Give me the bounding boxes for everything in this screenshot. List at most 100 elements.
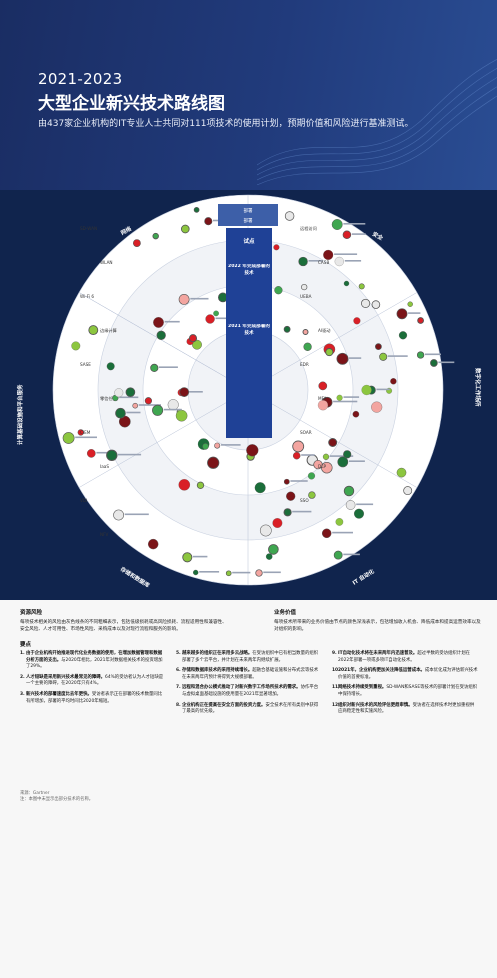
technology-node — [345, 500, 356, 510]
technology-node — [318, 381, 328, 391]
technology-node — [337, 456, 349, 468]
node-label-placeholder — [96, 451, 112, 454]
legend: 资源风险 每项技术相关的风险由灰色线条的不同粗细表示，包括低级损耗或高风险损耗、… — [20, 608, 481, 648]
node-label-placeholder — [343, 396, 360, 398]
technology-node — [77, 429, 84, 436]
technology-node — [214, 442, 221, 449]
technology-node — [193, 569, 199, 576]
technology-node — [325, 348, 334, 357]
technology-label: Wi-Fi 6 — [80, 294, 94, 299]
node-label-placeholder — [75, 436, 97, 439]
node-label-placeholder — [119, 396, 139, 399]
wave-pattern-icon — [257, 58, 497, 185]
key-point-text: 组织对新兴技术的风险评估更趋审慎。受访者在选择技术时更加重视供应商稳定性和实施风… — [338, 702, 475, 715]
node-label-placeholder — [199, 571, 220, 573]
node-label-placeholder — [164, 320, 180, 323]
pilot-label: 试点 — [243, 237, 255, 245]
node-label-placeholder — [301, 454, 315, 456]
technology-node — [147, 538, 159, 550]
node-label-placeholder — [290, 480, 308, 482]
node-label-placeholder — [351, 233, 366, 235]
technology-node — [125, 387, 136, 398]
technology-node — [225, 570, 232, 577]
technology-node — [292, 451, 301, 460]
technology-node — [375, 343, 382, 350]
technology-node — [213, 310, 219, 317]
sector-compute: 计算基础设施和平台服务 — [16, 384, 24, 445]
key-point-number: 9. — [332, 651, 337, 656]
source-note: 来源：Gartner 注：本图中未显示出部分技术的名称。 — [20, 791, 93, 803]
node-label-placeholder — [215, 317, 229, 320]
technology-label: NFV — [100, 532, 109, 537]
technology-node — [302, 329, 309, 335]
points-column-2: 5. 越来越多的组织正在采用多云战略。在受访组织中已有相当数量的组织部署了多个云平… — [176, 651, 322, 720]
technology-node — [292, 440, 305, 453]
sector-itauto: IT 自动化 — [351, 567, 376, 587]
year-range: 2021-2023 — [38, 70, 123, 88]
key-point-number: 7. — [176, 685, 181, 691]
technology-label: SASE — [80, 362, 91, 367]
technology-node — [144, 397, 153, 405]
node-label-placeholder — [232, 571, 251, 574]
key-point-number: 3. — [20, 691, 25, 697]
key-point-text: 新兴技术的部署速度比去年更快。受访者表示正在部署的技术数量同比有所增加，部署的平… — [26, 691, 163, 704]
center-tab — [218, 204, 278, 226]
technology-node — [407, 301, 413, 307]
key-point: 2. 人才短缺是采用新兴技术最常见的障碍。64%的受访者认为人才短缺是一个主要的障… — [20, 675, 166, 688]
key-point-text: 越来越多的组织正在采用多云战略。在受访组织中已有相当数量的组织部署了多个云平台，… — [182, 651, 319, 663]
key-point-text: 由于企业机构开始推进现代化业务数据的使用，在增加数据管理和数据分析方面的支出。与… — [26, 651, 163, 670]
technology-node — [205, 314, 215, 324]
key-point: 7. 远程和混合办公模式推动了对新兴数字工作场所技术的需求。协作平台与虚拟桌面基础… — [176, 685, 322, 698]
technology-node — [353, 317, 361, 325]
technology-node — [114, 388, 124, 398]
technology-label: SOAR — [300, 430, 312, 435]
key-point-text: 网络技术持续受到重视。SD-WAN和SASE等技术的部署计划在受访组织中保持增长… — [338, 685, 478, 697]
technology-node — [152, 232, 159, 240]
node-label-placeholder — [348, 460, 365, 462]
technology-node — [246, 444, 259, 457]
technology-node — [152, 404, 164, 416]
technology-node — [307, 472, 316, 480]
key-point-number: 10. — [332, 668, 340, 674]
technology-node — [268, 544, 279, 555]
legend-risk-text: 每项技术相关的风险由灰色线条的不同粗细表示，包括低级损耗或高风险损耗、流程适用性… — [20, 620, 227, 632]
technology-node — [417, 317, 424, 324]
technology-node — [371, 401, 383, 413]
key-point-number: 6. — [176, 668, 181, 674]
sector-workplace: 数字化工作场所 — [474, 368, 482, 407]
technology-label: SD-WAN — [80, 226, 97, 231]
technology-node — [106, 449, 118, 461]
node-label-placeholder — [424, 353, 441, 356]
technology-node — [273, 244, 280, 251]
sector-storage: 存储和数据库 — [119, 565, 152, 590]
technology-node — [396, 308, 408, 320]
key-point-text: 人才短缺是采用新兴技术最常见的障碍。64%的受访者认为人才短缺是一个主要的障碍，… — [26, 674, 164, 687]
technology-label: 零信任 — [100, 395, 113, 402]
technology-node — [272, 518, 283, 528]
technology-node — [335, 518, 344, 526]
technology-node — [178, 479, 191, 491]
technology-node — [88, 325, 99, 336]
node-label-placeholder — [117, 453, 142, 456]
technology-node — [202, 443, 209, 450]
technology-radar: SD-WAN WLAN Wi-Fi 6 边缘计算 SASE 零信任 CIEM IaaS VDI N… — [0, 190, 497, 610]
points-column-1: 1. 由于企业机构开始推进现代化业务数据的使用，在增加数据管理和数据分析方面的支出… — [20, 651, 166, 720]
technology-node — [204, 217, 213, 226]
technology-node — [178, 294, 190, 305]
technology-node — [175, 409, 188, 422]
technology-node — [303, 342, 312, 351]
technology-node — [283, 325, 291, 333]
technology-node — [313, 459, 323, 470]
technology-node — [403, 486, 413, 496]
key-point: 12. 组织对新兴技术的风险评估更趋审慎。受访者在选择技术时更加重视供应商稳定性和… — [332, 703, 478, 716]
technology-node — [328, 438, 338, 447]
technology-node — [301, 283, 308, 291]
technology-node — [86, 449, 96, 458]
key-point-text: 2021年，企业机构更加关注降低运营成本。成本优化成为评估新兴技术价值的首要标准… — [338, 668, 478, 680]
node-label-placeholder — [292, 510, 312, 513]
technology-node — [321, 528, 332, 539]
tab-label-deployed: 部署 — [244, 207, 253, 214]
key-point-number: 11. — [332, 685, 340, 691]
technology-node — [390, 378, 397, 385]
technology-label: 远程访问 — [300, 225, 317, 232]
